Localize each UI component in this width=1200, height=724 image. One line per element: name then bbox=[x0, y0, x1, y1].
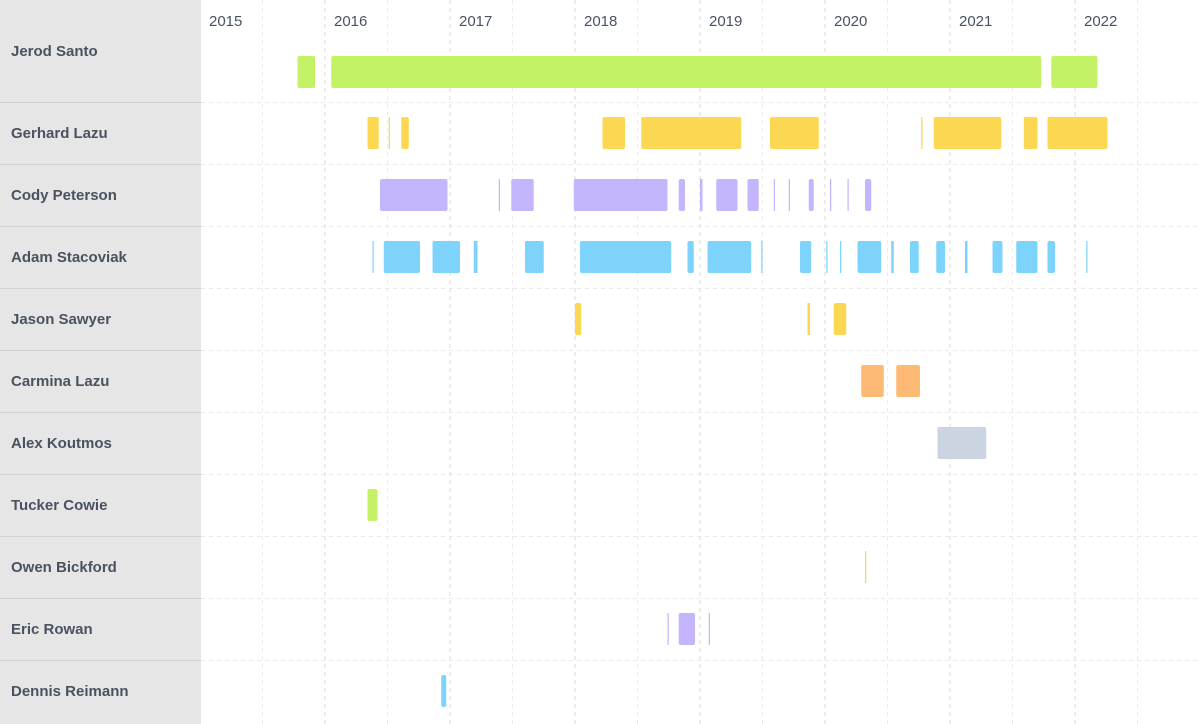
activity-bar bbox=[708, 613, 710, 645]
activity-bar bbox=[383, 241, 420, 273]
activity-bar bbox=[773, 179, 775, 211]
row-label: Adam Stacoviak bbox=[11, 248, 127, 266]
activity-bar bbox=[511, 179, 534, 211]
activity-bar bbox=[707, 241, 752, 273]
activity-bar bbox=[992, 241, 1003, 273]
activity-bar bbox=[921, 117, 923, 149]
activity-bar bbox=[808, 179, 814, 211]
activity-bar bbox=[937, 427, 987, 459]
row-label: Gerhard Lazu bbox=[11, 124, 108, 142]
row-label: Owen Bickford bbox=[11, 558, 117, 576]
activity-bar bbox=[525, 241, 544, 273]
activity-bar bbox=[401, 117, 409, 149]
row-label: Cody Peterson bbox=[11, 186, 117, 204]
row-label: Jason Sawyer bbox=[11, 310, 112, 328]
x-tick-label: 2017 bbox=[459, 13, 492, 30]
x-tick-label: 2020 bbox=[834, 13, 867, 30]
activity-bar bbox=[807, 303, 810, 335]
activity-bar bbox=[891, 241, 894, 273]
activity-bar bbox=[933, 117, 1002, 149]
activity-bar bbox=[761, 241, 763, 273]
activity-bar bbox=[1023, 117, 1038, 149]
activity-bar bbox=[770, 117, 819, 149]
activity-bar bbox=[367, 489, 378, 521]
activity-bar bbox=[678, 613, 695, 645]
activity-bar bbox=[380, 179, 448, 211]
row-label: Carmina Lazu bbox=[11, 372, 110, 390]
activity-bar bbox=[441, 675, 447, 707]
activity-bar bbox=[865, 179, 872, 211]
row-label: Eric Rowan bbox=[11, 620, 93, 638]
activity-bar bbox=[687, 241, 694, 273]
activity-bar bbox=[573, 179, 668, 211]
activity-bar bbox=[830, 179, 832, 211]
x-tick-label: 2019 bbox=[709, 13, 742, 30]
activity-bar bbox=[747, 179, 759, 211]
activity-bar bbox=[861, 365, 884, 397]
x-tick-label: 2021 bbox=[959, 13, 992, 30]
x-tick-label: 2022 bbox=[1084, 13, 1117, 30]
activity-bar bbox=[473, 241, 478, 273]
x-tick-label: 2018 bbox=[584, 13, 617, 30]
activity-bar bbox=[602, 117, 625, 149]
activity-bar bbox=[331, 56, 1042, 88]
contributor-sidebar: Jerod Santo Gerhard Lazu Cody Peterson Adam… bbox=[0, 0, 201, 724]
activity-bar bbox=[716, 179, 738, 211]
activity-bar bbox=[678, 179, 685, 211]
activity-bar bbox=[1051, 56, 1098, 88]
activity-bar bbox=[833, 303, 847, 335]
activity-bar bbox=[580, 241, 672, 273]
activity-bar bbox=[1047, 117, 1108, 149]
activity-bar bbox=[498, 179, 500, 211]
activity-bar bbox=[700, 179, 703, 211]
activity-bar bbox=[826, 241, 828, 273]
row-label: Jerod Santo bbox=[11, 43, 98, 60]
activity-bar bbox=[367, 117, 379, 149]
activity-bar bbox=[372, 241, 374, 273]
activity-bar bbox=[297, 56, 315, 88]
activity-bar bbox=[936, 241, 945, 273]
row-label: Alex Koutmos bbox=[11, 434, 112, 452]
activity-bar bbox=[432, 241, 460, 273]
activity-bar bbox=[800, 241, 812, 273]
activity-bar bbox=[840, 241, 842, 273]
activity-bar bbox=[857, 241, 882, 273]
activity-bar bbox=[965, 241, 968, 273]
activity-bar bbox=[910, 241, 919, 273]
activity-bar bbox=[388, 117, 390, 149]
activity-bar bbox=[1016, 241, 1038, 273]
activity-bar bbox=[667, 613, 669, 645]
row-label: Dennis Reimann bbox=[11, 682, 129, 700]
x-tick-label: 2016 bbox=[334, 13, 367, 30]
activity-bar bbox=[865, 551, 867, 583]
row-label: Tucker Cowie bbox=[11, 496, 108, 514]
activity-bar bbox=[896, 365, 920, 397]
activity-bar bbox=[1047, 241, 1055, 273]
activity-bar bbox=[847, 179, 849, 211]
activity-bar bbox=[1086, 241, 1088, 273]
x-tick-label: 2015 bbox=[209, 13, 242, 30]
activity-bar bbox=[788, 179, 790, 211]
activity-bar bbox=[575, 303, 582, 335]
activity-bar bbox=[641, 117, 742, 149]
